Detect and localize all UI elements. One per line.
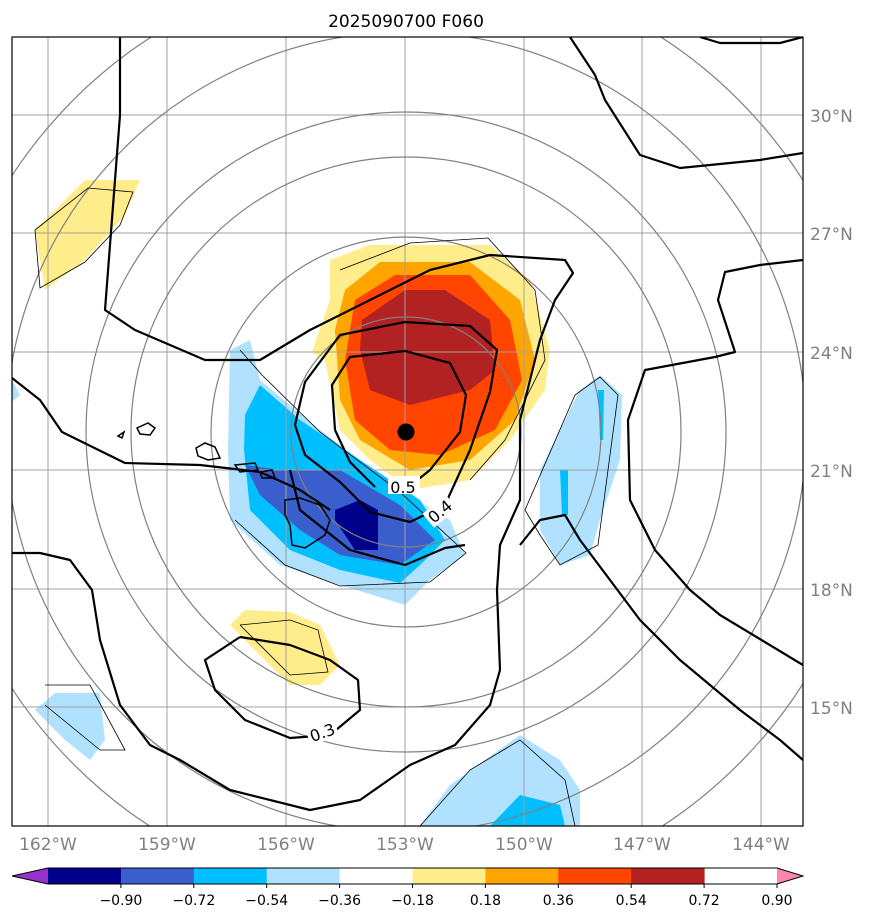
colorbar-extend-min xyxy=(12,868,48,884)
lat-label: 24°N xyxy=(810,344,853,364)
storm-center-marker xyxy=(397,423,415,441)
colorbar-tick-label: 0.36 xyxy=(543,893,574,909)
colorbar-tick-label: 0.18 xyxy=(470,893,501,909)
colorbar-segment xyxy=(412,868,486,884)
colorbar-tick-label: 0.54 xyxy=(616,893,647,909)
colorbar-tick-label: −0.72 xyxy=(172,893,215,909)
map-panel: 0.5 0.4 0.3 30°N 27°N 24°N 21°N 18°N 15°… xyxy=(11,36,853,855)
figure-title: 2025090700 F060 xyxy=(328,12,484,32)
negative-shading xyxy=(12,340,622,826)
lat-label: 21°N xyxy=(810,462,853,482)
lon-label: 159°W xyxy=(138,835,196,855)
colorbar-segment xyxy=(48,868,122,884)
colorbar-tick-label: −0.54 xyxy=(245,893,288,909)
colorbar-segment xyxy=(266,868,341,884)
colorbar-segment xyxy=(193,868,268,884)
colorbar-tick-label: 0.72 xyxy=(689,893,720,909)
lat-label: 15°N xyxy=(810,699,853,719)
contour-label-05: 0.5 xyxy=(390,478,415,497)
latitude-labels: 30°N 27°N 24°N 21°N 18°N 15°N xyxy=(810,107,853,719)
colorbar-tick-label: 0.90 xyxy=(761,893,792,909)
colorbar-segment xyxy=(631,868,705,884)
thick-contours xyxy=(12,37,803,812)
colorbar-tick-label: −0.36 xyxy=(318,893,361,909)
hawaiian-islands xyxy=(116,422,331,549)
colorbar: −0.90 −0.72 −0.54 −0.36 −0.18 0.18 0.36 0.54 0.7… xyxy=(11,867,805,909)
colorbar-segment xyxy=(339,868,413,884)
lat-label: 27°N xyxy=(810,225,853,245)
colorbar-segment xyxy=(120,868,195,884)
colorbar-segment xyxy=(558,868,632,884)
thin-contours xyxy=(34,187,619,826)
lon-label: 144°W xyxy=(732,835,790,855)
longitude-labels: 162°W 159°W 156°W 153°W 150°W 147°W 144°… xyxy=(19,835,790,855)
lon-label: 162°W xyxy=(19,835,77,855)
lon-label: 147°W xyxy=(613,835,671,855)
range-rings xyxy=(12,37,803,826)
colorbar-tick-label: −0.18 xyxy=(391,893,434,909)
lon-label: 150°W xyxy=(495,835,553,855)
map-frame xyxy=(11,36,804,827)
lon-label: 156°W xyxy=(257,835,315,855)
colorbar-extend-max xyxy=(777,868,803,884)
colorbar-tick-label: −0.90 xyxy=(99,893,142,909)
lat-label: 18°N xyxy=(810,581,853,601)
colorbar-outline xyxy=(11,867,805,885)
positive-shading xyxy=(35,180,550,685)
colorbar-segment xyxy=(485,868,559,884)
lat-label: 30°N xyxy=(810,107,853,127)
lon-label: 153°W xyxy=(376,835,434,855)
